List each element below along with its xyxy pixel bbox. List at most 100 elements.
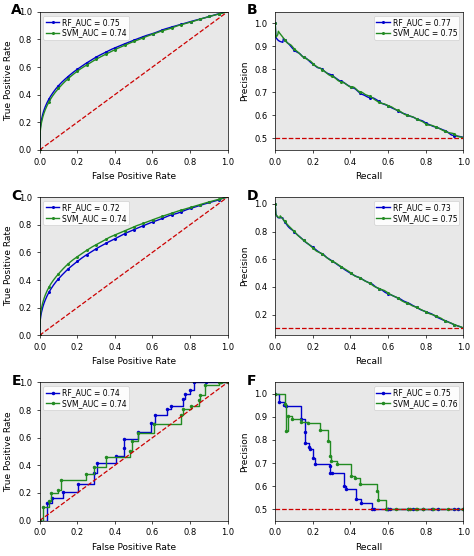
SVM_AUC = 0.76 [305,420,311,426]
SVM_AUC = 0.76 [393,506,399,513]
SVM_AUC = 0.74 [197,392,202,399]
SVM_AUC = 0.76 [348,473,354,479]
SVM_AUC = 0.75 [384,289,390,296]
SVM_AUC = 0.76 [289,415,294,422]
SVM_AUC = 0.76 [299,418,304,425]
Legend: RF_AUC = 0.75, SVM_AUC = 0.74: RF_AUC = 0.75, SVM_AUC = 0.74 [44,16,128,39]
Text: E: E [11,374,21,388]
RF_AUC = 0.75 [385,506,391,513]
RF_AUC = 0.74 [37,517,43,524]
RF_AUC = 0.74 [91,470,97,476]
RF_AUC = 0.75 [148,31,154,37]
Line: SVM_AUC = 0.75: SVM_AUC = 0.75 [274,203,464,329]
Line: RF_AUC = 0.72: RF_AUC = 0.72 [39,196,228,336]
RF_AUC = 0.75 [371,506,377,513]
SVM_AUC = 0.74 [225,379,230,386]
Text: B: B [247,3,258,17]
SVM_AUC = 0.76 [414,506,420,513]
Line: RF_AUC = 0.77: RF_AUC = 0.77 [274,22,464,138]
SVM_AUC = 0.74 [219,379,224,386]
RF_AUC = 0.77 [387,103,393,110]
RF_AUC = 0.75 [328,469,333,476]
Line: SVM_AUC = 0.74: SVM_AUC = 0.74 [39,196,228,336]
SVM_AUC = 0.75 [443,318,448,325]
SVM_AUC = 0.76 [460,506,466,513]
SVM_AUC = 0.75 [273,34,279,41]
RF_AUC = 0.74 [75,480,81,487]
RF_AUC = 0.73 [383,290,389,296]
RF_AUC = 0.72 [207,199,213,206]
RF_AUC = 0.75 [302,429,308,435]
RF_AUC = 0.74 [148,420,154,426]
Y-axis label: True Positive Rate: True Positive Rate [4,226,13,306]
SVM_AUC = 0.75 [443,128,448,135]
RF_AUC = 0.75 [307,445,312,452]
SVM_AUC = 0.74 [129,438,135,444]
SVM_AUC = 0.74 [37,128,43,135]
Legend: RF_AUC = 0.77, SVM_AUC = 0.75: RF_AUC = 0.77, SVM_AUC = 0.75 [374,16,459,39]
Text: D: D [247,188,258,203]
RF_AUC = 0.75 [283,402,289,409]
RF_AUC = 0.74 [153,411,158,418]
RF_AUC = 0.74 [121,445,127,451]
RF_AUC = 0.75 [302,440,308,446]
Line: SVM_AUC = 0.75: SVM_AUC = 0.75 [274,22,464,138]
RF_AUC = 0.75 [329,470,335,476]
RF_AUC = 0.72 [37,332,43,339]
SVM_AUC = 0.74 [207,198,213,205]
SVM_AUC = 0.74 [149,217,155,224]
SVM_AUC = 0.74 [37,314,43,320]
SVM_AUC = 0.75 [273,20,278,27]
SVM_AUC = 0.76 [420,506,426,513]
SVM_AUC = 0.74 [148,32,154,38]
SVM_AUC = 0.74 [202,381,208,388]
SVM_AUC = 0.74 [152,216,157,222]
RF_AUC = 0.75 [312,461,318,468]
RF_AUC = 0.74 [49,495,55,502]
SVM_AUC = 0.74 [195,202,201,208]
SVM_AUC = 0.74 [207,13,213,19]
RF_AUC = 0.75 [37,126,43,132]
Legend: RF_AUC = 0.72, SVM_AUC = 0.74: RF_AUC = 0.72, SVM_AUC = 0.74 [44,201,128,225]
SVM_AUC = 0.74 [216,379,221,386]
Y-axis label: True Positive Rate: True Positive Rate [4,411,13,492]
Line: RF_AUC = 0.75: RF_AUC = 0.75 [274,393,465,510]
RF_AUC = 0.73 [431,312,437,319]
SVM_AUC = 0.74 [136,429,141,436]
SVM_AUC = 0.76 [430,506,436,513]
X-axis label: Recall: Recall [356,543,383,552]
RF_AUC = 0.75 [149,31,155,37]
SVM_AUC = 0.76 [318,426,323,433]
RF_AUC = 0.77 [273,34,279,41]
SVM_AUC = 0.74 [148,217,154,224]
SVM_AUC = 0.74 [37,517,43,524]
RF_AUC = 0.72 [149,219,155,226]
SVM_AUC = 0.74 [179,411,184,418]
SVM_AUC = 0.74 [91,463,96,470]
RF_AUC = 0.75 [276,399,282,406]
RF_AUC = 0.75 [281,401,287,408]
RF_AUC = 0.72 [225,193,230,200]
SVM_AUC = 0.76 [357,481,363,488]
RF_AUC = 0.75 [310,455,316,461]
Text: A: A [11,3,22,17]
RF_AUC = 0.77 [460,134,466,141]
SVM_AUC = 0.74 [151,420,157,427]
SVM_AUC = 0.74 [83,470,89,477]
RF_AUC = 0.75 [327,463,333,469]
SVM_AUC = 0.76 [352,474,357,481]
SVM_AUC = 0.76 [383,506,389,513]
Y-axis label: Precision: Precision [240,431,249,471]
RF_AUC = 0.74 [164,406,170,413]
SVM_AUC = 0.74 [180,406,186,413]
X-axis label: False Positive Rate: False Positive Rate [91,543,176,552]
SVM_AUC = 0.74 [149,31,155,38]
SVM_AUC = 0.74 [196,397,201,404]
RF_AUC = 0.75 [420,506,426,513]
SVM_AUC = 0.74 [225,8,230,15]
SVM_AUC = 0.74 [188,403,194,409]
RF_AUC = 0.75 [410,506,416,513]
X-axis label: Recall: Recall [356,172,383,181]
X-axis label: False Positive Rate: False Positive Rate [91,172,176,181]
RF_AUC = 0.74 [225,379,230,386]
